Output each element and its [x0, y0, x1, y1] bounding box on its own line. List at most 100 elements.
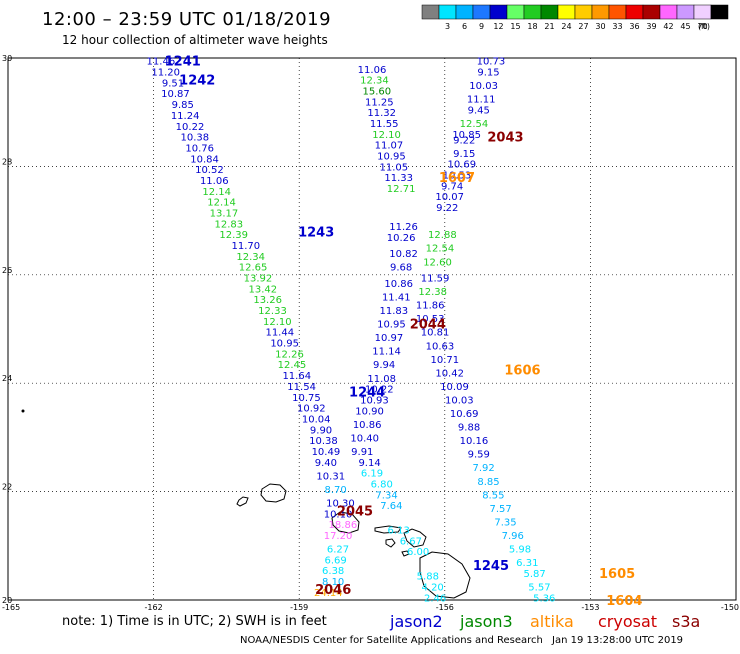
mission-name-cryosat: cryosat — [598, 612, 657, 631]
wave-height-value: 10.49 — [312, 447, 341, 458]
legend-swatch — [506, 4, 525, 20]
wave-height-value: 11.25 — [365, 97, 394, 108]
wave-height-value: 12.54 — [460, 119, 489, 130]
wave-height-value: 9.22 — [436, 203, 458, 214]
wave-height-value: 6.69 — [324, 555, 346, 566]
wave-height-value: 6.38 — [322, 566, 344, 577]
wave-height-value: 10.82 — [389, 249, 418, 260]
wave-height-value: 10.38 — [181, 133, 210, 144]
hawaiian-islands — [21, 409, 471, 599]
wave-height-value: 10.53 — [416, 314, 445, 325]
wave-height-value: 9.68 — [390, 263, 412, 274]
wave-height-value: 10.16 — [460, 436, 489, 447]
wave-height-value: 9.90 — [310, 425, 332, 436]
track-id-label: 2044 — [410, 318, 446, 333]
plot-frame — [7, 57, 737, 601]
wave-height-value: 6.00 — [407, 547, 429, 558]
wave-height-value: 5.57 — [528, 582, 550, 593]
wave-height-value: 13.17 — [210, 208, 239, 219]
latitude-tick-label: 24 — [2, 374, 12, 383]
track-id-label: 1606 — [504, 364, 540, 379]
mission-name-jason3: jason3 — [459, 612, 513, 631]
wave-height-value: 8.55 — [482, 490, 504, 501]
wave-height-value: 9.40 — [315, 458, 337, 469]
legend-tick-label: 6 — [462, 22, 467, 31]
wave-height-value: 11.44 — [265, 328, 294, 339]
wave-height-value: 15.60 — [363, 87, 392, 98]
wave-height-value: 17.20 — [324, 531, 353, 542]
longitude-tick-label: -153 — [581, 603, 599, 612]
wave-height-value: 11.59 — [421, 274, 450, 285]
wave-height-value: 5.36 — [533, 593, 555, 604]
legend-tick-label: 15 — [510, 22, 520, 31]
legend-tick-label: 9 — [479, 22, 484, 31]
wave-height-value: 11.06 — [200, 176, 229, 187]
wave-height-value: 9.59 — [468, 450, 490, 461]
wave-height-value: 24.14 — [314, 588, 343, 599]
wave-height-value: 9.14 — [358, 458, 380, 469]
wave-height-value: 12.60 — [423, 257, 452, 268]
legend-swatch — [523, 4, 542, 20]
legend-swatch — [574, 4, 593, 20]
wave-height-value: 7.35 — [494, 517, 516, 528]
legend-swatch — [625, 4, 644, 20]
track-id-label: 2043 — [487, 131, 523, 146]
molokai-island — [374, 525, 402, 534]
wave-height-value: 11.83 — [380, 306, 409, 317]
legend-swatch — [489, 4, 508, 20]
wave-height-value: 10.52 — [195, 165, 224, 176]
wave-height-value: 7.92 — [472, 463, 494, 474]
wave-height-value: 10.09 — [440, 382, 469, 393]
legend-tick-label: 12 — [493, 22, 503, 31]
wave-height-value: 9.91 — [351, 447, 373, 458]
track-id-label: 1243 — [298, 225, 334, 240]
wave-height-value: 11.46 — [147, 57, 176, 68]
wave-height-value: 9.22 — [453, 135, 475, 146]
track-id-label: 1244 — [349, 385, 385, 400]
longitude-tick-label: -165 — [2, 603, 20, 612]
hawaii-big-island — [419, 551, 471, 599]
wave-height-value: 11.26 — [389, 222, 418, 233]
track-id-label: 1241 — [165, 55, 201, 70]
kauai-island — [260, 483, 287, 503]
wave-height-value: 10.30 — [326, 498, 355, 509]
legend-swatch — [421, 4, 440, 20]
wave-height-value: 12.88 — [428, 230, 457, 241]
legend-tick-label: 33 — [612, 22, 622, 31]
wave-height-value: 10.93 — [360, 395, 389, 406]
legend-tick-label: 70 — [697, 22, 707, 31]
wave-height-value: 9.94 — [373, 360, 395, 371]
legend-tick-label: 24 — [561, 22, 571, 31]
wave-height-value: 11.08 — [367, 374, 396, 385]
wave-height-value: 6.67 — [400, 536, 422, 547]
niihau-island — [236, 496, 249, 507]
wave-height-value: 11.14 — [372, 347, 401, 358]
wave-height-value: 10.95 — [377, 152, 406, 163]
wave-height-value: 11.32 — [367, 108, 396, 119]
wave-height-value: 6.31 — [516, 558, 538, 569]
wave-height-value: 12.83 — [215, 219, 244, 230]
wave-height-value: 11.86 — [416, 301, 445, 312]
legend-swatch — [438, 4, 457, 20]
longitude-tick-label: -150 — [721, 603, 739, 612]
wave-height-value: 10.97 — [375, 333, 404, 344]
maui-island — [403, 528, 427, 548]
legend-tick-label: 18 — [527, 22, 537, 31]
wave-height-value: 10.26 — [387, 233, 416, 244]
wave-height-value: 10.03 — [445, 395, 474, 406]
latitude-tick-label: 26 — [2, 266, 12, 275]
wave-height-value: 12.65 — [239, 263, 268, 274]
wave-height-value: 10.71 — [430, 355, 459, 366]
legend-swatch — [540, 4, 559, 20]
wave-height-value: 10.04 — [302, 414, 331, 425]
wave-height-observations: 11.4611.209.5110.879.8511.2410.2210.3810… — [147, 57, 556, 605]
wave-height-value: 7.64 — [380, 501, 402, 512]
wave-height-value: 10.40 — [350, 433, 379, 444]
legend-tick-label: 3 — [445, 22, 450, 31]
legend-swatch — [591, 4, 610, 20]
wave-height-value: 9.15 — [453, 149, 475, 160]
longitude-tick-label: -156 — [436, 603, 454, 612]
wave-height-value: 10.03 — [469, 81, 498, 92]
wave-height-value: 12.10 — [372, 130, 401, 141]
latitude-tick-label: 30 — [2, 54, 12, 63]
